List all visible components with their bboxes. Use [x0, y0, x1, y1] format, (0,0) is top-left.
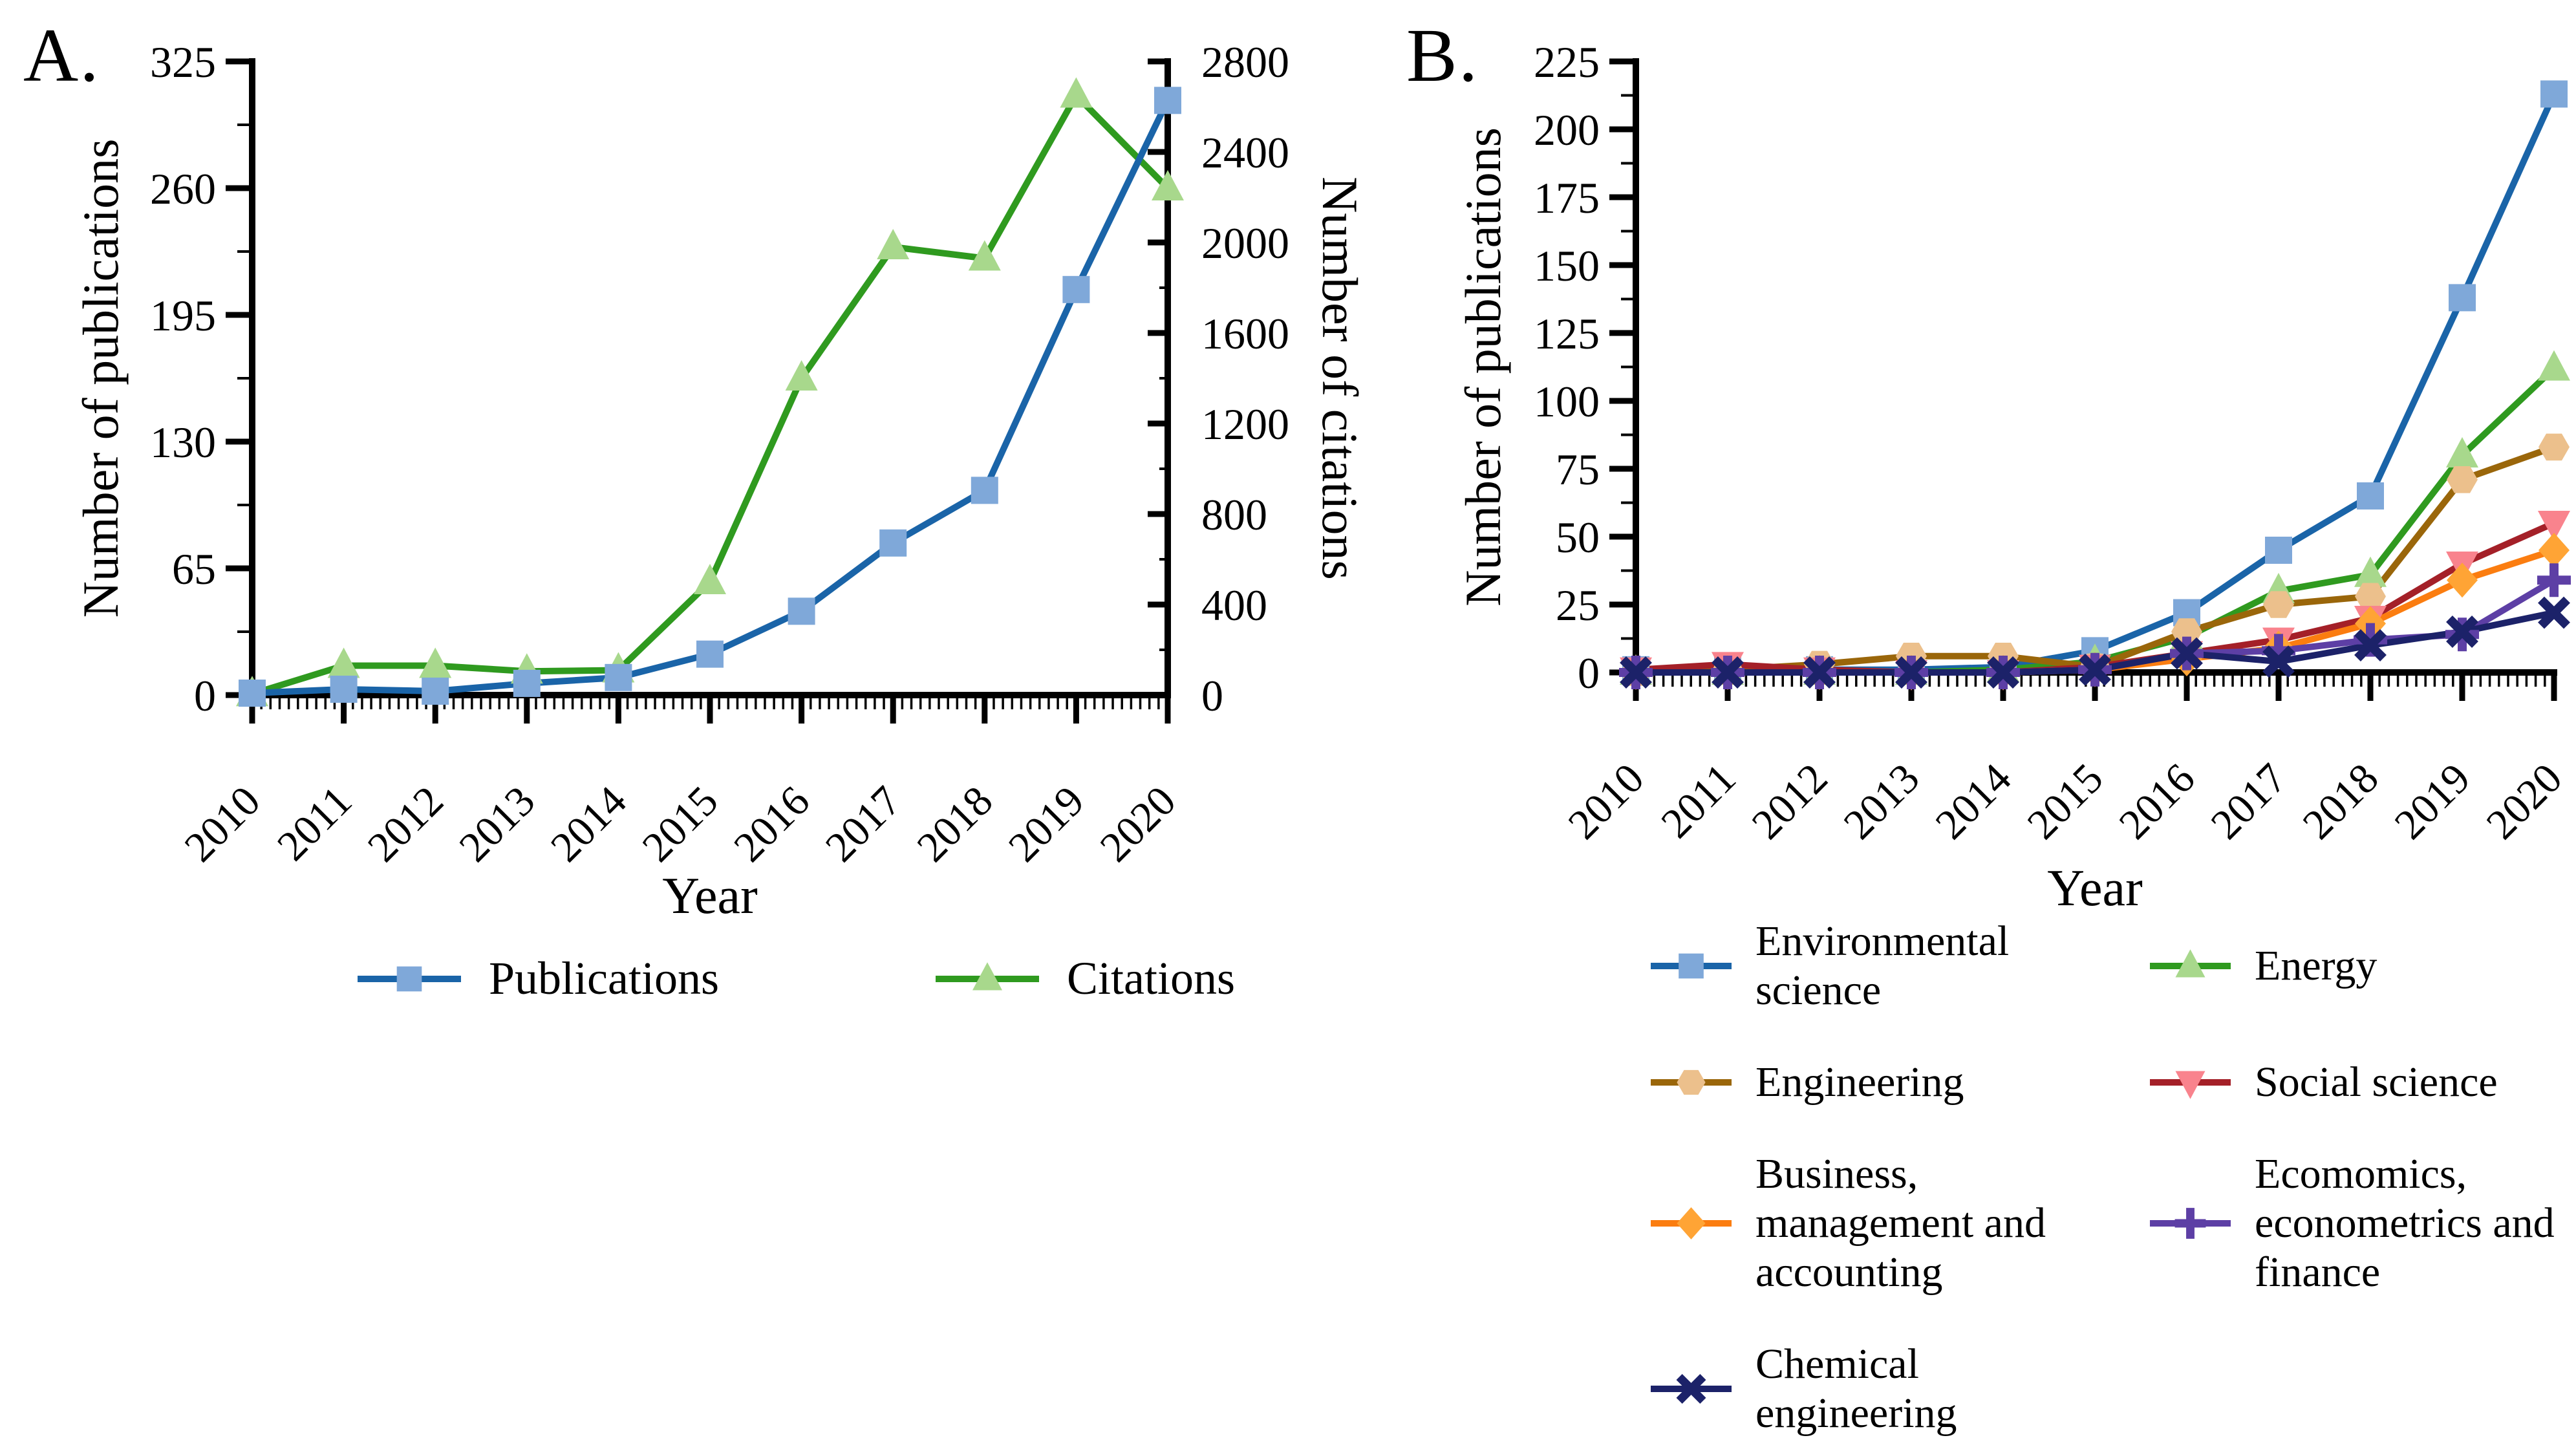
svg-text:2000: 2000	[1201, 219, 1289, 268]
legend-b-item: Chemical engineering	[1648, 1340, 2147, 1438]
legend-b-label: Ecomomics, econometrics and finance	[2255, 1150, 2555, 1296]
svg-text:2020: 2020	[1091, 777, 1185, 871]
svg-text:125: 125	[1534, 309, 1600, 358]
svg-text:2010: 2010	[1560, 755, 1653, 848]
svg-text:2019: 2019	[1000, 777, 1093, 871]
figure-page: { "page": { "background": "#ffffff", "te…	[23, 13, 2571, 1437]
svg-text:2017: 2017	[817, 777, 910, 871]
legend-b-label: Chemical engineering	[1755, 1340, 1957, 1437]
svg-text:2015: 2015	[634, 777, 727, 871]
svg-text:2400: 2400	[1201, 128, 1289, 177]
svg-text:Number of publications: Number of publications	[1455, 127, 1511, 606]
svg-text:200: 200	[1534, 105, 1600, 155]
legend-b-label: Social science	[2255, 1058, 2498, 1106]
legend-b-item: Energy	[2147, 941, 2555, 991]
svg-text:2015: 2015	[2019, 755, 2112, 848]
svg-text:2017: 2017	[2202, 755, 2296, 848]
svg-text:150: 150	[1534, 241, 1600, 290]
svg-text:2800: 2800	[1201, 38, 1289, 87]
svg-text:50: 50	[1556, 513, 1600, 562]
panel-a-label: A.	[23, 13, 100, 98]
svg-text:2019: 2019	[2386, 755, 2480, 848]
svg-text:Year: Year	[662, 868, 757, 925]
svg-text:2011: 2011	[268, 777, 361, 870]
svg-text:260: 260	[150, 164, 216, 213]
legend-b-label: Business, management and accounting	[1755, 1150, 2046, 1296]
svg-text:2013: 2013	[1835, 755, 1929, 848]
legend-b-item: Engineering	[1648, 1058, 2147, 1107]
panel-a-chart: 0 65 130 195 260 325 0 400 800 1200 1600 2000 2400 28…	[72, 38, 1368, 925]
svg-text:400: 400	[1201, 581, 1267, 630]
legend-b-marker-triangle-up-icon	[2150, 949, 2231, 978]
svg-text:2014: 2014	[1927, 755, 2021, 848]
legend-b-item: Business, management and accounting	[1648, 1150, 2147, 1297]
panel-a-legend: Publications Citations	[354, 952, 1235, 1005]
svg-text:2014: 2014	[542, 777, 636, 871]
legend-b-label: Engineering	[1755, 1058, 1964, 1106]
legend-b-label: Energy	[2255, 942, 2377, 989]
svg-text:325: 325	[150, 38, 216, 87]
svg-text:100: 100	[1534, 377, 1600, 426]
svg-text:2018: 2018	[2294, 755, 2388, 848]
svg-text:195: 195	[150, 291, 216, 340]
legend-b-item: Ecomomics, econometrics and finance	[2147, 1150, 2555, 1297]
panel-b-legend: Environmental science Engineering Business…	[1648, 917, 2555, 1438]
svg-text:2012: 2012	[1743, 755, 1837, 848]
svg-text:800: 800	[1201, 490, 1267, 539]
svg-text:2011: 2011	[1652, 755, 1744, 847]
svg-text:0: 0	[194, 671, 216, 720]
svg-text:225: 225	[1534, 38, 1600, 87]
svg-text:1600: 1600	[1201, 309, 1289, 358]
svg-text:Number of citations: Number of citations	[1312, 177, 1368, 580]
svg-text:25: 25	[1556, 581, 1600, 630]
svg-text:2016: 2016	[2110, 755, 2204, 848]
legend-a-item: Publications	[354, 952, 719, 1005]
panel-b-label: B.	[1406, 13, 1479, 98]
panel-b-chart: 0255075100125150175200225201020112012201…	[1455, 38, 2571, 917]
svg-text:Year: Year	[2047, 860, 2142, 917]
svg-text:2010: 2010	[176, 777, 270, 871]
legend-b-marker-x-icon	[1651, 1374, 1732, 1404]
svg-text:75: 75	[1556, 445, 1600, 494]
svg-text:Number of publications: Number of publications	[72, 139, 129, 618]
legend-b-marker-square-icon	[1651, 953, 1732, 979]
legend-a-marker-square-icon	[358, 966, 461, 991]
legend-a-item: Citations	[932, 952, 1235, 1005]
svg-text:2013: 2013	[450, 777, 544, 871]
legend-b-item: Social science	[2147, 1058, 2555, 1107]
legend-b-marker-triangle-down-icon	[2150, 1071, 2231, 1099]
svg-text:2020: 2020	[2478, 755, 2571, 848]
svg-text:130: 130	[150, 418, 216, 467]
legend-a-label: Citations	[1067, 952, 1236, 1004]
legend-b-marker-diamond-icon	[1651, 1207, 1732, 1239]
svg-text:2016: 2016	[725, 777, 819, 871]
svg-text:0: 0	[1201, 671, 1223, 720]
legend-a-marker-triangle-up-icon	[936, 961, 1039, 990]
legend-a-label: Publications	[489, 952, 719, 1004]
svg-text:0: 0	[1578, 649, 1600, 698]
svg-text:175: 175	[1534, 173, 1600, 222]
legend-b-marker-hexagon-icon	[1651, 1069, 1732, 1095]
svg-text:2012: 2012	[359, 777, 453, 871]
legend-b-marker-plus-icon	[2150, 1208, 2231, 1239]
svg-text:1200: 1200	[1201, 400, 1289, 449]
legend-b-label: Environmental science	[1755, 918, 2010, 1014]
svg-text:65: 65	[172, 544, 216, 594]
legend-b-item: Environmental science	[1648, 917, 2147, 1015]
svg-text:2018: 2018	[908, 777, 1002, 871]
